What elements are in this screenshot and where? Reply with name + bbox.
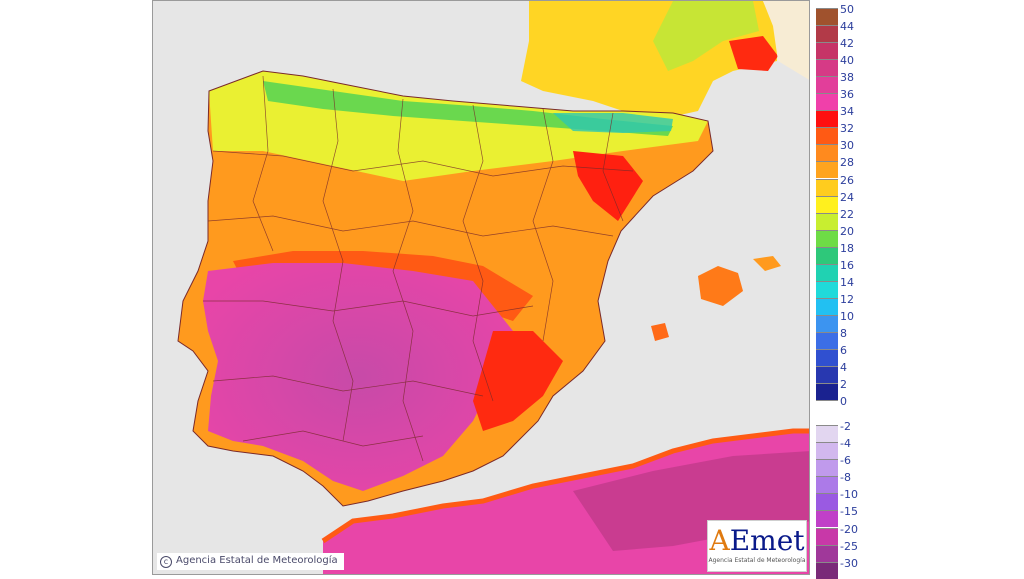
pyrenees-cool	[553, 113, 673, 133]
legend-label: 8	[840, 326, 847, 340]
legend-label: 10	[840, 309, 854, 323]
legend-label: 32	[840, 122, 854, 136]
legend-swatch	[816, 263, 838, 281]
legend-label: -8	[840, 471, 851, 485]
temperature-map: c Agencia Estatal de Meteorología AEmet A…	[152, 0, 810, 575]
legend-swatch	[816, 195, 838, 213]
legend-label: 12	[840, 292, 854, 306]
south-very-hot	[203, 263, 513, 491]
legend-label: 14	[840, 275, 854, 289]
legend-swatch	[816, 144, 838, 162]
map-canvas	[153, 1, 809, 574]
legend-label: -20	[840, 522, 858, 536]
france-hot-spot	[729, 36, 778, 71]
legend-swatch	[816, 42, 838, 60]
copyright-notice: c Agencia Estatal de Meteorología	[157, 553, 344, 570]
southeast-hot	[473, 331, 563, 431]
aemet-logo: AEmet Agencia Estatal de Meteorología	[707, 520, 807, 572]
legend-label: 6	[840, 344, 847, 357]
legend-swatch	[816, 476, 838, 494]
legend-label: 16	[840, 258, 854, 272]
legend-label: 42	[840, 37, 854, 51]
legend-swatch	[816, 212, 838, 230]
legend-label: 28	[840, 156, 854, 170]
legend-label: 38	[840, 71, 854, 85]
menorca	[753, 256, 781, 271]
legend-swatch	[816, 510, 838, 528]
legend-swatch	[816, 280, 838, 298]
legend-swatch	[816, 400, 838, 418]
legend-swatch	[816, 25, 838, 43]
legend-label: 18	[840, 241, 854, 255]
legend-label: -2	[840, 420, 851, 434]
legend-swatch	[816, 366, 838, 384]
legend-label: 40	[840, 54, 854, 68]
legend-swatch	[816, 383, 838, 401]
legend-swatch	[816, 297, 838, 315]
legend-label: 44	[840, 20, 854, 34]
legend-swatch	[816, 442, 838, 460]
france-beige	[763, 1, 809, 80]
legend-swatch	[816, 110, 838, 128]
legend-swatch	[816, 561, 838, 579]
legend-label: 36	[840, 88, 854, 102]
legend-label: -15	[840, 505, 858, 519]
legend-label: 34	[840, 105, 854, 119]
legend-label: -25	[840, 539, 858, 553]
ebro-hot-spot	[573, 151, 643, 221]
legend-swatch	[816, 229, 838, 247]
legend-label: -10	[840, 488, 858, 502]
coastline	[177, 70, 714, 507]
legend-swatch	[816, 314, 838, 332]
legend-swatch	[816, 544, 838, 562]
legend-swatch	[816, 459, 838, 477]
legend-label: -30	[840, 556, 858, 570]
legend-label: -4	[840, 437, 851, 451]
legend-swatch	[816, 246, 838, 264]
ibiza	[651, 323, 669, 341]
legend-label: 24	[840, 190, 854, 204]
legend-label: 26	[840, 173, 854, 187]
legend-swatch	[816, 161, 838, 179]
france-green-band	[653, 1, 759, 71]
aemet-logo-subtitle: Agencia Estatal de Meteorología	[708, 557, 806, 564]
legend-label: 20	[840, 224, 854, 238]
legend-swatch	[816, 127, 838, 145]
legend-swatch	[816, 76, 838, 94]
legend-swatch	[816, 59, 838, 77]
copyright-text: Agencia Estatal de Meteorología	[176, 555, 338, 566]
legend-label: -6	[840, 454, 851, 468]
legend-swatch	[816, 8, 838, 26]
legend-label: 30	[840, 139, 854, 153]
legend-label: 22	[840, 207, 854, 221]
legend-swatch	[816, 493, 838, 511]
mallorca	[698, 266, 743, 306]
legend-label: 4	[840, 361, 847, 375]
province-borders	[203, 75, 634, 462]
legend-swatch	[816, 527, 838, 545]
legend-swatch	[816, 349, 838, 367]
north-africa-coast	[321, 428, 809, 544]
legend-swatch	[816, 331, 838, 349]
copyright-icon: c	[160, 556, 172, 568]
aemet-logo-text: AEmet	[709, 524, 805, 557]
color-legend	[816, 8, 840, 579]
legend-swatch	[816, 178, 838, 196]
legend-label: 2	[840, 378, 847, 392]
legend-label: 50	[840, 3, 854, 16]
legend-swatch	[816, 425, 838, 443]
legend-swatch	[816, 93, 838, 111]
legend-label: 0	[840, 395, 847, 409]
